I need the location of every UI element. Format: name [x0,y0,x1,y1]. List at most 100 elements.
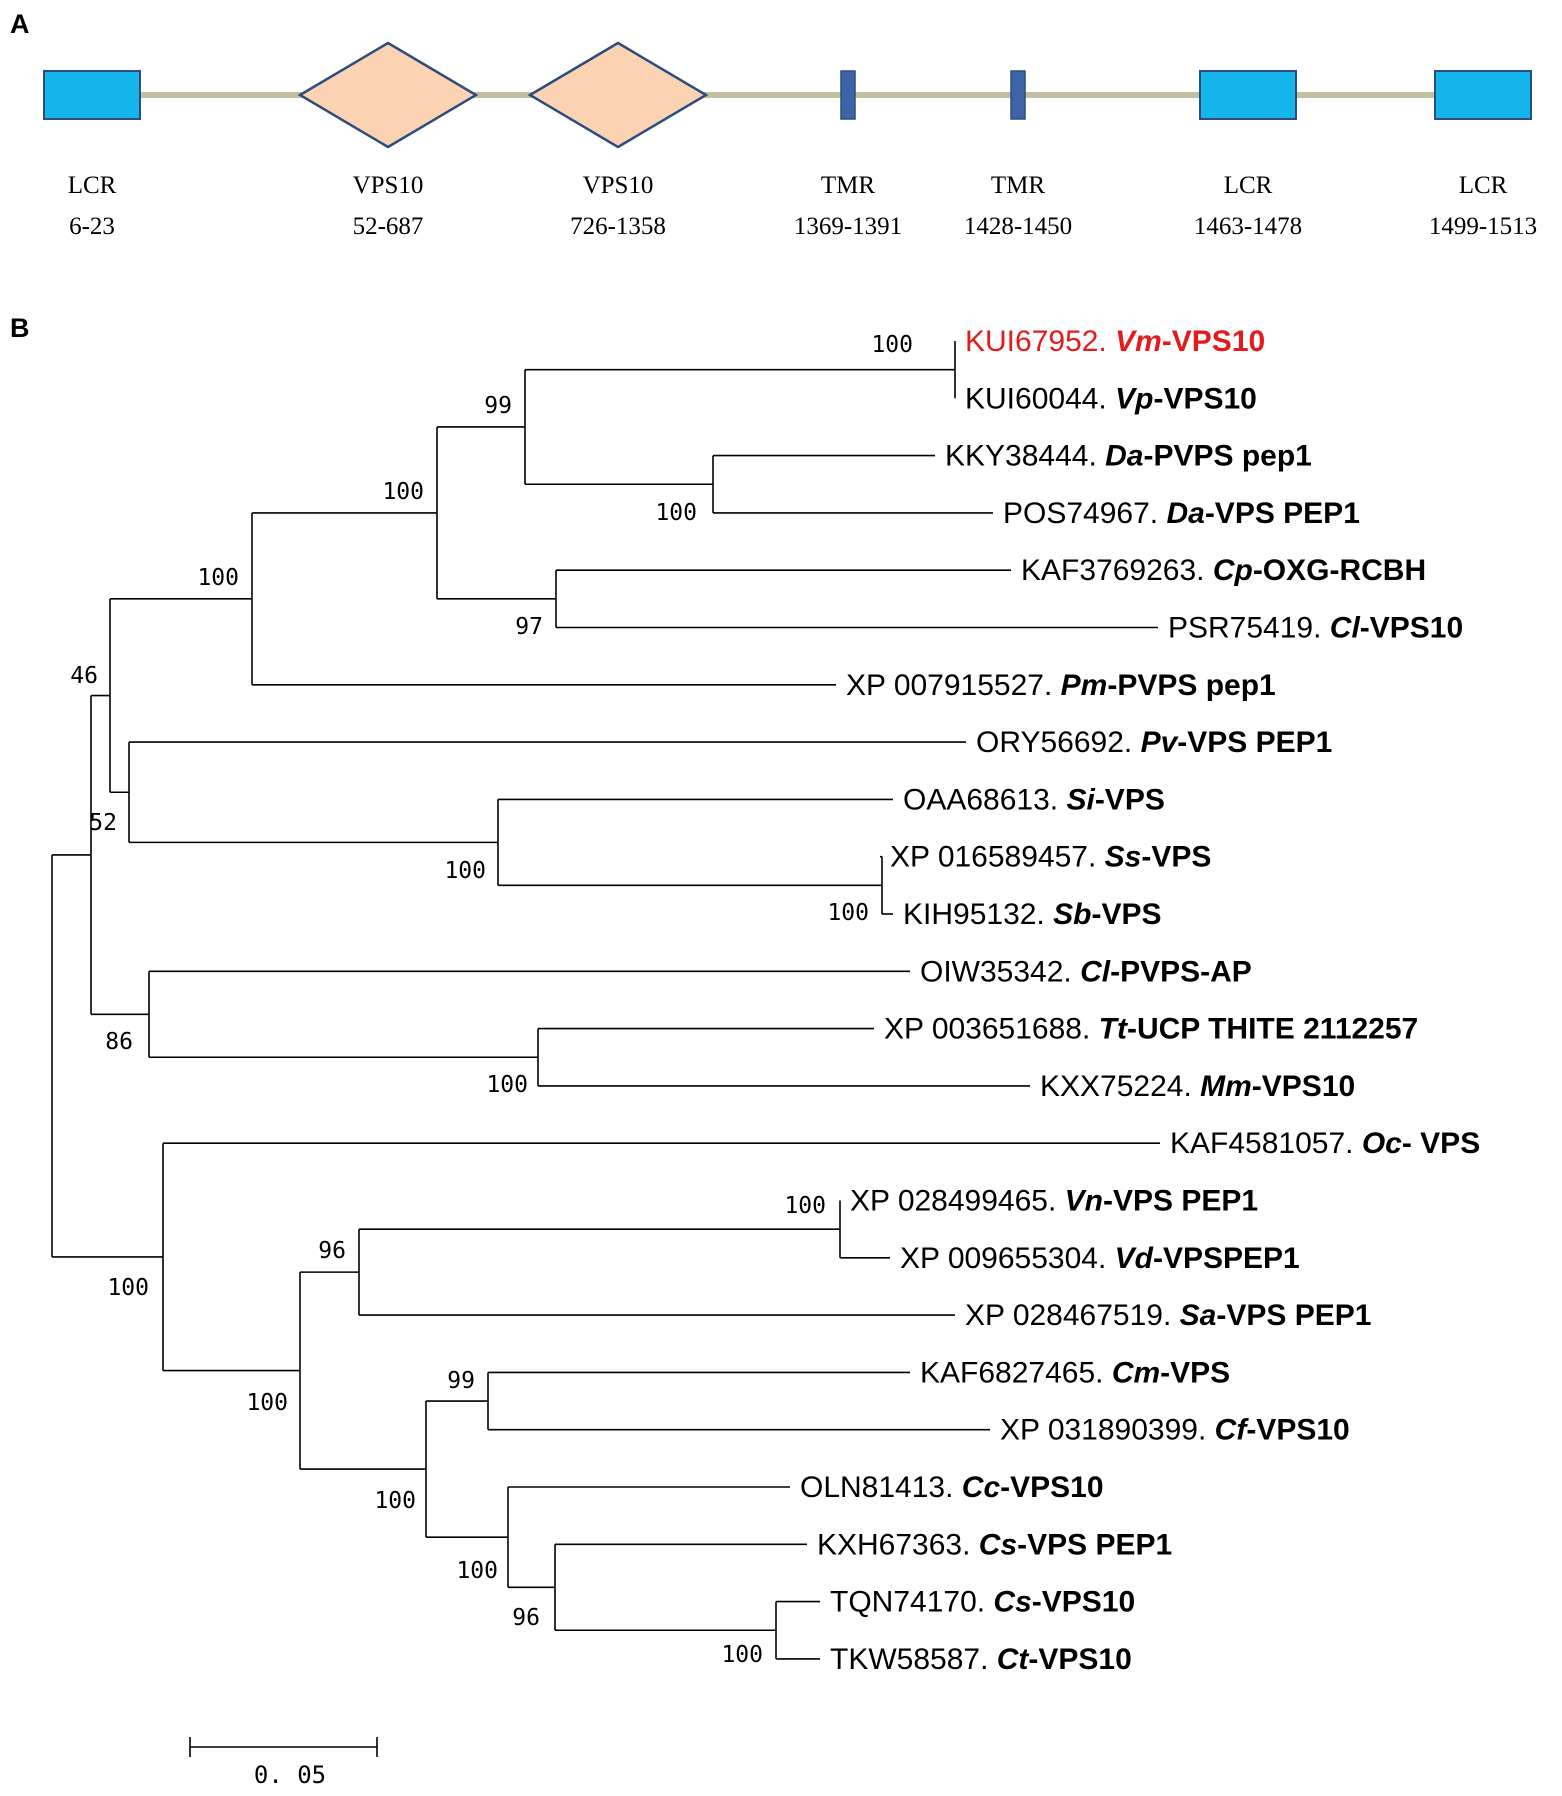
leaf-description: -VPS [1160,1356,1230,1389]
leaf-label: KAF4581057. Oc- VPS [1170,1127,1480,1160]
domain-label-4: TMR [821,172,876,199]
leaf-accession: OAA68613. [903,783,1066,816]
domain-range-4: 1369-1391 [794,213,902,240]
bootstrap-value: 100 [655,500,697,526]
leaf-species: Cl [1080,955,1111,988]
panel-label-a: A [10,9,30,39]
leaf-accession: TQN74170. [830,1586,993,1619]
leaf-label: XP 028467519. Sa-VPS PEP1 [965,1299,1371,1332]
domain-label-5: TMR [991,172,1046,199]
tmr-domain-5 [1010,70,1026,120]
domain-range-7: 1499-1513 [1429,213,1537,240]
leaf-label: OIW35342. Cl-PVPS-AP [920,955,1252,988]
leaf-description: -PVPS pep1 [1107,669,1275,702]
leaf-label: KAF6827465. Cm-VPS [920,1356,1230,1389]
leaf-label: TQN74170. Cs-VPS10 [830,1586,1135,1619]
bootstrap-value: 100 [721,1642,763,1668]
leaf-accession: KIH95132. [903,898,1053,931]
tmr-domain-4 [840,70,856,120]
domain-range-3: 726-1358 [570,213,666,240]
leaf-label: XP 028499465. Vn-VPS PEP1 [850,1185,1258,1218]
leaf-accession: XP 028499465. [850,1185,1065,1218]
leaf-species: Cp [1213,554,1253,587]
bootstrap-value: 100 [197,565,239,591]
leaf-species: Sb [1053,898,1091,931]
bootstrap-value: 97 [515,614,543,640]
scale-bar: 0. 05 [189,1737,378,1789]
leaf-species: Ct [997,1643,1031,1676]
leaf-description: -UCP THITE 2112257 [1127,1013,1418,1046]
leaf-species: Vp [1115,382,1153,415]
leaf-accession: XP 003651688. [884,1013,1099,1046]
bootstrap-value: 99 [447,1368,475,1394]
domain-label-2: VPS10 [353,172,424,199]
vps10-domain-2 [297,41,479,149]
leaf-description: -VPS PEP1 [1205,497,1360,530]
leaf-label: KUI60044. Vp-VPS10 [965,382,1257,415]
leaf-label: KAF3769263. Cp-OXG-RCBH [1021,554,1426,587]
leaf-label: POS74967. Da-VPS PEP1 [1003,497,1360,530]
leaf-label: OAA68613. Si-VPS [903,783,1165,816]
bootstrap-value: 100 [784,1193,826,1219]
leaf-accession: XP 016589457. [890,841,1105,874]
leaf-label: OLN81413. Cc-VPS10 [800,1471,1104,1504]
leaf-accession: XP 028467519. [965,1299,1180,1332]
leaf-species: Si [1066,783,1095,816]
leaf-accession: PSR75419. [1168,612,1330,645]
bootstrap-value: 100 [382,479,424,505]
leaf-accession: KKY38444. [945,440,1105,473]
bootstrap-value: 99 [484,393,512,419]
leaf-species: Cl [1330,612,1361,645]
leaf-species: Tt [1099,1013,1129,1046]
scale-bar-label: 0. 05 [254,1761,326,1789]
leaf-label: KUI67952. Vm-VPS10 [965,325,1265,358]
leaf-description: -PVPS pep1 [1143,440,1311,473]
leaf-species: Oc [1362,1127,1402,1160]
leaf-description: -VPS10 [1252,1070,1355,1103]
bootstrap-value: 100 [374,1488,416,1514]
leaf-description: - VPS [1402,1127,1480,1160]
bootstrap-value: 100 [456,1558,498,1584]
bootstrap-value: 100 [871,332,913,358]
lcr-domain-1 [43,70,141,120]
leaf-accession: KUI60044. [965,382,1115,415]
leaf-description: -VPSPEP1 [1153,1242,1300,1275]
leaf-accession: KAF4581057. [1170,1127,1362,1160]
leaf-label: KXH67363. Cs-VPS PEP1 [817,1528,1172,1561]
leaf-accession: OIW35342. [920,955,1080,988]
leaf-species: Vm [1115,325,1162,358]
leaf-label: XP 003651688. Tt-UCP THITE 2112257 [884,1013,1418,1046]
bootstrap-value: 46 [70,663,98,689]
domain-architecture: LCR 6-23 VPS10 52-687 VPS10 726-1358 TMR 1369-1… [43,41,1537,240]
leaf-description: -PVPS-AP [1110,955,1252,988]
bootstrap-value: 52 [89,810,117,836]
leaf-accession: TKW58587. [830,1643,997,1676]
leaf-species: Cs [979,1528,1017,1561]
leaf-species: Da [1166,497,1204,530]
leaf-accession: KXH67363. [817,1528,979,1561]
leaf-label: XP 031890399. Cf-VPS10 [1000,1414,1350,1447]
leaf-accession: POS74967. [1003,497,1166,530]
leaf-species: Cm [1112,1356,1160,1389]
leaf-accession: OLN81413. [800,1471,962,1504]
leaf-description: -VPS10 [1032,1586,1135,1619]
leaf-description: -VPS PEP1 [1216,1299,1371,1332]
leaf-label: XP 016589457. Ss-VPS [890,841,1211,874]
leaf-accession: XP 031890399. [1000,1414,1215,1447]
leaf-accession: XP 007915527. [846,669,1061,702]
domain-label-6: LCR [1224,172,1273,199]
leaf-label: XP 007915527. Pm-PVPS pep1 [846,669,1276,702]
leaf-description: -VPS10 [1028,1643,1131,1676]
leaf-label: KXX75224. Mm-VPS10 [1040,1070,1355,1103]
vps10-domain-3 [527,41,709,149]
leaf-description: -VPS10 [1162,325,1265,358]
leaf-species: Vn [1065,1185,1103,1218]
panel-label-b: B [10,313,30,343]
domain-label-3: VPS10 [583,172,654,199]
leaf-description: -VPS [1095,783,1165,816]
leaf-label: KKY38444. Da-PVPS pep1 [945,440,1312,473]
domain-range-1: 6-23 [69,213,115,240]
